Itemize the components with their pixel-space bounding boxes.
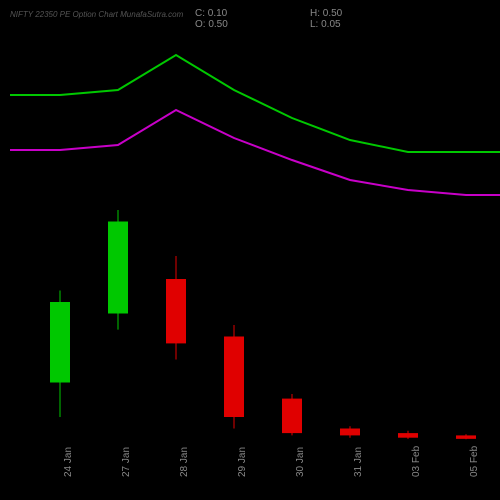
candle-body xyxy=(108,222,128,314)
x-axis-label: 28 Jan xyxy=(179,447,190,477)
candle-body xyxy=(456,435,476,438)
x-axis-label: 27 Jan xyxy=(121,447,132,477)
x-axis-label: 05 Feb xyxy=(469,446,480,477)
candle-body xyxy=(224,337,244,418)
candle-body xyxy=(398,433,418,438)
x-axis-label: 03 Feb xyxy=(411,446,422,477)
x-axis-label: 31 Jan xyxy=(353,447,364,477)
chart-svg xyxy=(0,0,500,500)
x-axis-label: 24 Jan xyxy=(63,447,74,477)
x-axis-label: 30 Jan xyxy=(295,447,306,477)
indicator-line xyxy=(10,55,500,152)
x-axis-label: 29 Jan xyxy=(237,447,248,477)
candle-body xyxy=(340,429,360,436)
candle-body xyxy=(282,399,302,434)
candle-body xyxy=(50,302,70,383)
candle-body xyxy=(166,279,186,343)
